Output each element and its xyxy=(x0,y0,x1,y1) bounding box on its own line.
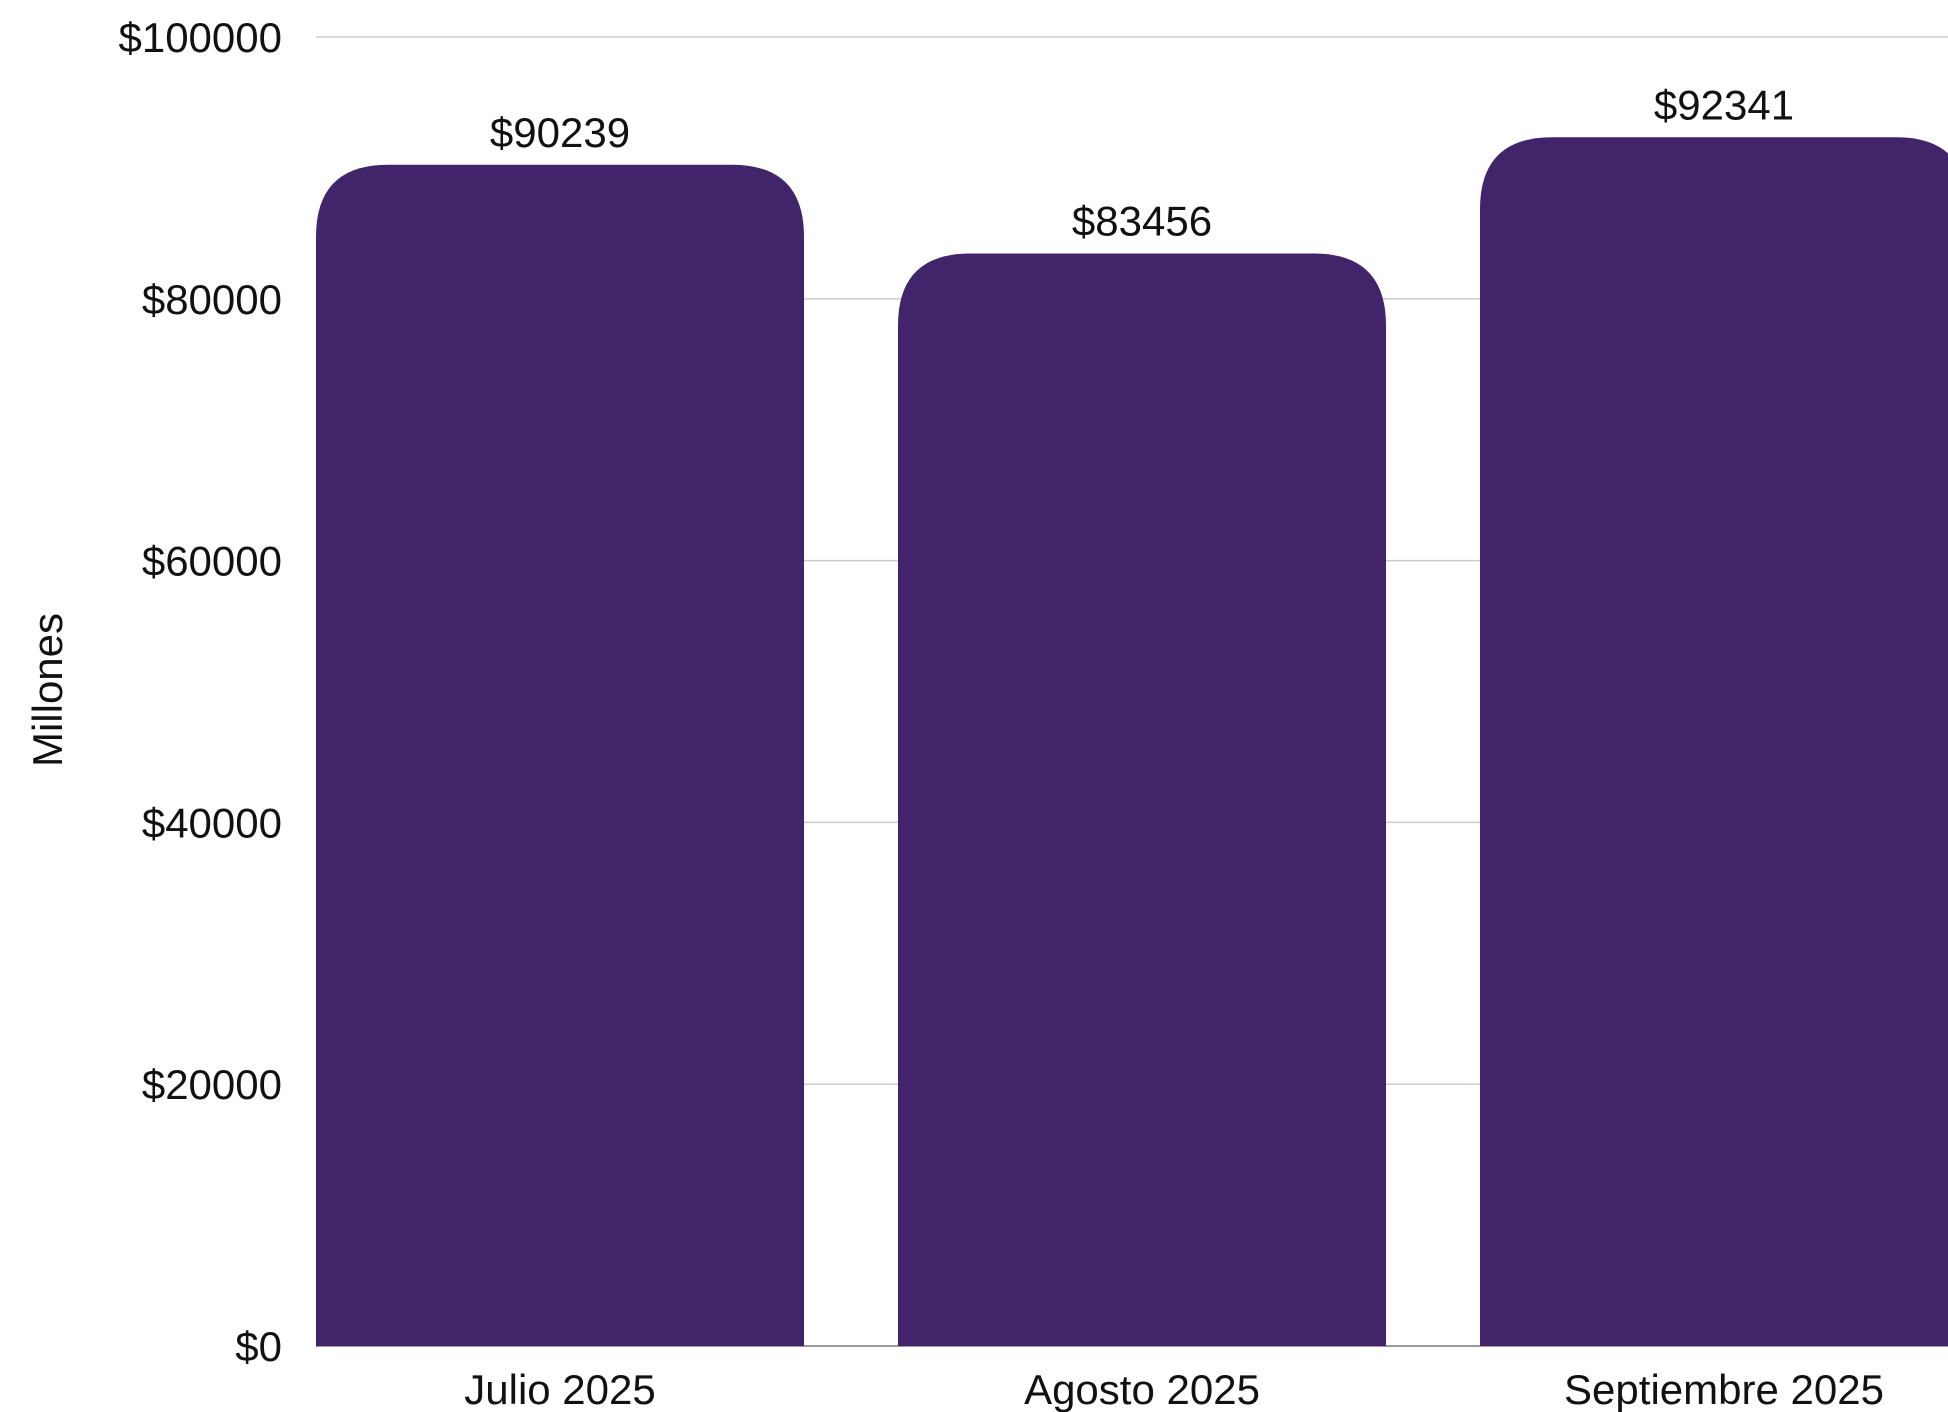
x-tick-label: Septiembre 2025 xyxy=(1564,1366,1884,1412)
bar-3 xyxy=(1480,137,1948,1346)
y-tick-label: $20000 xyxy=(142,1061,282,1108)
bar-2 xyxy=(898,253,1386,1347)
bar-value-label: $92341 xyxy=(1654,81,1794,128)
bars xyxy=(316,137,1948,1347)
x-axis-ticks: Julio 2025 Agosto 2025 Septiembre 2025 xyxy=(464,1366,1884,1412)
bar-1 xyxy=(316,164,804,1346)
bar-value-label: $90239 xyxy=(490,109,630,156)
data-labels: $90239 $83456 $92341 xyxy=(490,81,1794,244)
y-axis-title: Millones xyxy=(24,613,71,767)
x-tick-label: Julio 2025 xyxy=(464,1366,655,1412)
y-axis-ticks: $0 $20000 $40000 $60000 $80000 $100000 xyxy=(118,14,282,1370)
bar-value-label: $83456 xyxy=(1072,198,1212,245)
y-tick-label: $80000 xyxy=(142,276,282,323)
y-tick-label: $40000 xyxy=(142,799,282,846)
x-tick-label: Agosto 2025 xyxy=(1024,1366,1260,1412)
y-tick-label: $0 xyxy=(235,1323,282,1370)
y-tick-label: $100000 xyxy=(118,14,282,61)
y-tick-label: $60000 xyxy=(142,538,282,585)
